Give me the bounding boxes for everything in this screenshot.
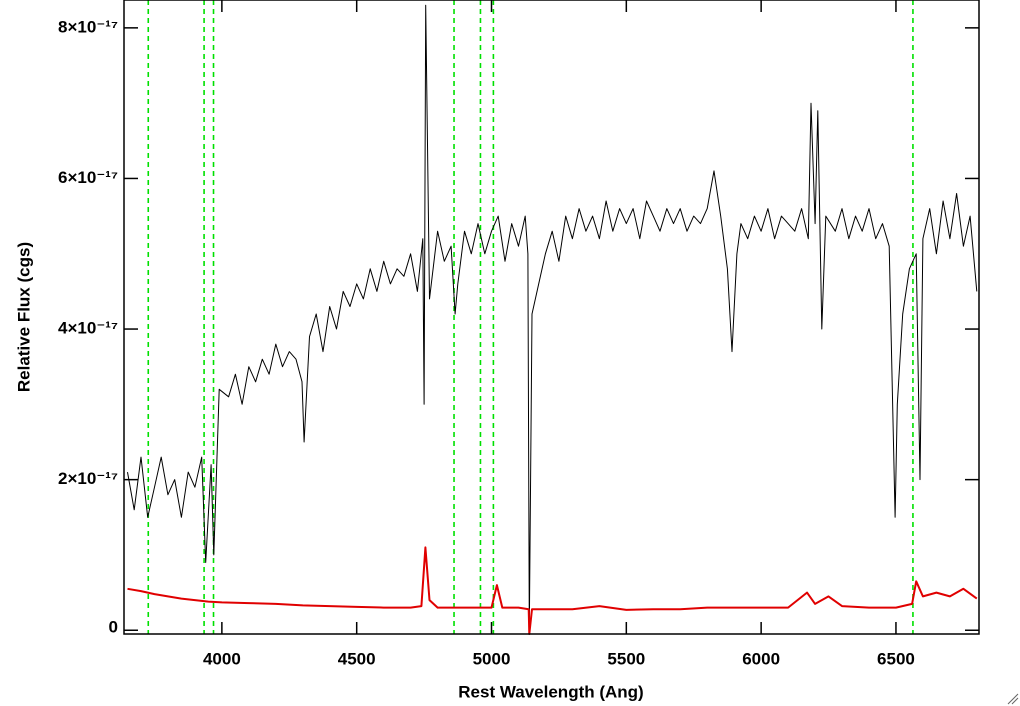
- y-axis-label: Relative Flux (cgs): [14, 242, 33, 392]
- x-tick-label: 6000: [742, 649, 780, 668]
- y-tick-label: 0: [109, 617, 118, 636]
- spectrum-line: [127, 546, 978, 635]
- y-tick-label: 8×10⁻¹⁷: [58, 17, 118, 36]
- x-tick-label: 5500: [607, 649, 645, 668]
- x-tick-label: 4000: [203, 649, 241, 668]
- resize-grip: [1007, 693, 1019, 705]
- y-tick-label: 4×10⁻¹⁷: [58, 319, 118, 338]
- y-tick-label: 6×10⁻¹⁷: [58, 168, 118, 187]
- plot-frame: [123, 0, 980, 635]
- x-tick-label: 5000: [473, 649, 511, 668]
- x-tick-label: 6500: [877, 649, 915, 668]
- x-tick-label: 4500: [338, 649, 376, 668]
- x-axis-label: Rest Wavelength (Ang): [458, 682, 643, 701]
- spectrum-line: [127, 4, 978, 631]
- y-tick-label: 2×10⁻¹⁷: [58, 469, 118, 488]
